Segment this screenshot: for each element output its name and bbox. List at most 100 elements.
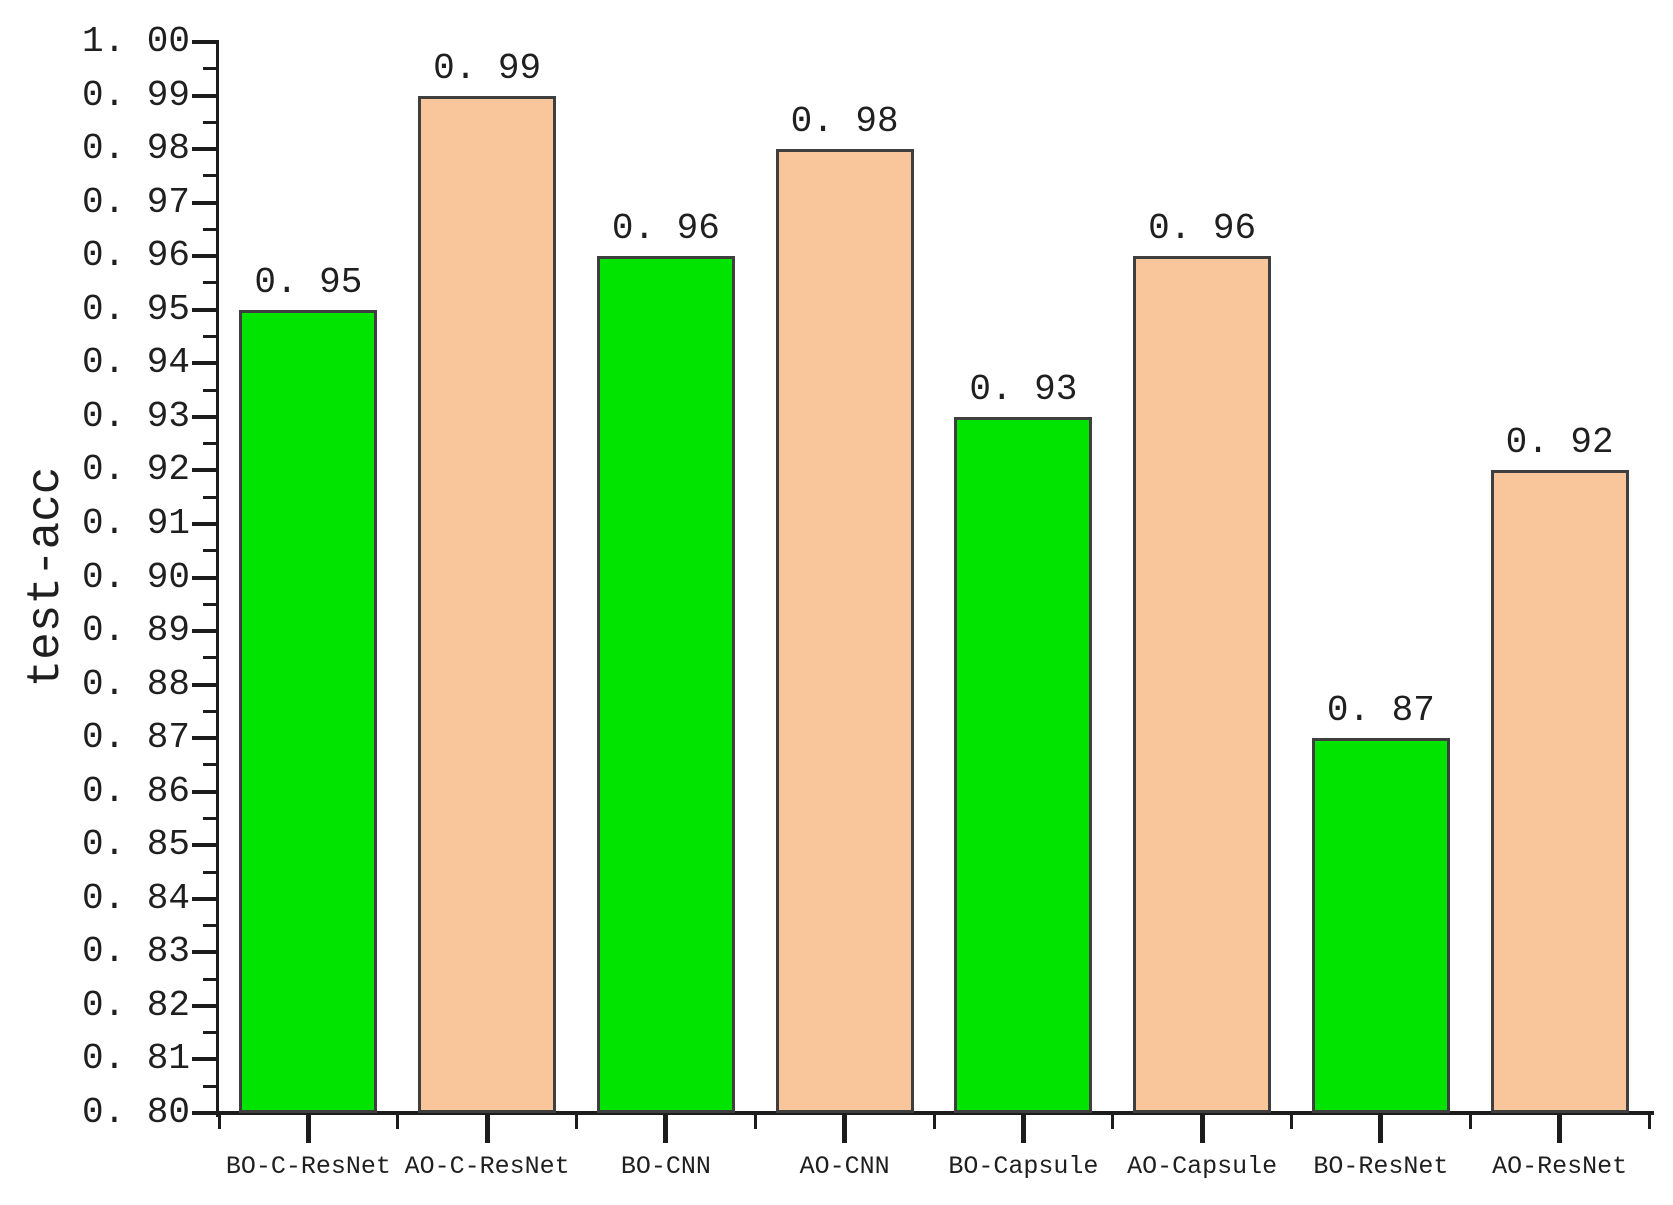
y-minor-tick bbox=[203, 388, 216, 392]
y-tick-label: 0. 82 bbox=[81, 984, 190, 1026]
y-axis-line bbox=[216, 40, 219, 1117]
y-tick-label: 0. 93 bbox=[81, 395, 190, 437]
y-minor-tick bbox=[203, 335, 216, 339]
y-tick-label: 0. 85 bbox=[81, 824, 190, 866]
x-major-tick bbox=[305, 1115, 311, 1143]
y-minor-tick bbox=[203, 227, 216, 231]
y-minor-tick bbox=[203, 870, 216, 874]
y-tick-label: 0. 84 bbox=[81, 877, 190, 919]
y-tick-label: 0. 87 bbox=[81, 717, 190, 759]
y-tick-label: 0. 96 bbox=[81, 235, 190, 277]
y-major-tick bbox=[192, 1057, 216, 1062]
y-tick-label: 0. 88 bbox=[81, 663, 190, 705]
x-category-label: AO-Capsule bbox=[1127, 1152, 1278, 1181]
y-tick-label: 0. 86 bbox=[81, 770, 190, 812]
y-major-tick bbox=[192, 736, 216, 741]
bar bbox=[1490, 470, 1629, 1113]
y-major-tick bbox=[192, 93, 216, 98]
y-minor-tick bbox=[203, 120, 216, 124]
y-major-tick bbox=[192, 200, 216, 205]
x-major-tick bbox=[1378, 1115, 1384, 1143]
x-boundary-tick bbox=[932, 1115, 936, 1129]
y-major-tick bbox=[192, 629, 216, 634]
x-major-tick bbox=[842, 1115, 848, 1143]
y-major-tick bbox=[192, 789, 216, 794]
x-category-label: BO-C-ResNet bbox=[225, 1152, 391, 1181]
y-major-tick bbox=[192, 361, 216, 366]
y-major-tick bbox=[192, 1111, 216, 1115]
bar bbox=[954, 416, 1093, 1113]
y-minor-tick bbox=[203, 442, 216, 446]
y-major-tick bbox=[192, 843, 216, 848]
x-boundary-tick bbox=[1468, 1115, 1472, 1129]
y-major-tick bbox=[192, 147, 216, 152]
y-minor-tick bbox=[203, 1084, 216, 1088]
bar bbox=[596, 256, 735, 1113]
y-minor-tick bbox=[203, 977, 216, 981]
x-major-tick bbox=[1557, 1115, 1563, 1143]
bar bbox=[239, 309, 378, 1113]
x-category-label: AO-ResNet bbox=[1492, 1152, 1628, 1181]
x-category-label: AO-CNN bbox=[799, 1152, 890, 1181]
bar-value-label: 0. 95 bbox=[254, 261, 363, 303]
x-axis-line bbox=[216, 1111, 1654, 1115]
y-minor-tick bbox=[203, 602, 216, 606]
y-minor-tick bbox=[203, 924, 216, 928]
x-boundary-tick bbox=[217, 1115, 221, 1129]
y-minor-tick bbox=[203, 763, 216, 767]
y-tick-label: 0. 80 bbox=[81, 1092, 190, 1133]
bar bbox=[1133, 256, 1272, 1113]
y-major-tick bbox=[192, 254, 216, 259]
y-tick-label: 0. 99 bbox=[81, 74, 190, 116]
x-boundary-tick bbox=[1647, 1115, 1651, 1129]
y-tick-label: 0. 89 bbox=[81, 610, 190, 652]
y-tick-label: 0. 95 bbox=[81, 288, 190, 330]
y-minor-tick bbox=[203, 656, 216, 660]
bar-value-label: 0. 87 bbox=[1326, 690, 1435, 732]
x-major-tick bbox=[1199, 1115, 1205, 1143]
bar-value-label: 0. 98 bbox=[790, 101, 899, 143]
bar-value-label: 0. 96 bbox=[1148, 208, 1257, 250]
y-major-tick bbox=[192, 414, 216, 419]
y-tick-label: 0. 81 bbox=[81, 1038, 190, 1080]
y-tick-label: 0. 91 bbox=[81, 502, 190, 544]
x-major-tick bbox=[484, 1115, 490, 1143]
y-minor-tick bbox=[203, 495, 216, 499]
x-boundary-tick bbox=[753, 1115, 757, 1129]
x-boundary-tick bbox=[1290, 1115, 1293, 1129]
y-tick-label: 0. 83 bbox=[81, 931, 190, 973]
y-tick-label: 0. 92 bbox=[81, 449, 190, 491]
x-boundary-tick bbox=[575, 1115, 578, 1129]
y-minor-tick bbox=[203, 174, 216, 178]
x-boundary-tick bbox=[1111, 1115, 1115, 1129]
y-tick-label: 0. 94 bbox=[81, 342, 190, 384]
y-major-tick bbox=[192, 307, 216, 312]
bar-value-label: 0. 93 bbox=[969, 368, 1078, 410]
y-major-tick bbox=[192, 521, 216, 526]
bar-value-label: 0. 92 bbox=[1505, 422, 1614, 464]
y-major-tick bbox=[192, 1003, 216, 1008]
bar-value-label: 0. 99 bbox=[433, 47, 542, 89]
x-boundary-tick bbox=[396, 1115, 400, 1129]
y-major-tick bbox=[192, 40, 216, 44]
y-tick-label: 1. 00 bbox=[81, 21, 190, 62]
y-tick-label: 0. 97 bbox=[81, 181, 190, 223]
y-minor-tick bbox=[203, 281, 216, 285]
y-minor-tick bbox=[203, 1031, 216, 1035]
x-category-label: BO-ResNet bbox=[1313, 1152, 1449, 1181]
bar-value-label: 0. 96 bbox=[611, 208, 720, 250]
bar bbox=[418, 95, 557, 1113]
bar bbox=[775, 149, 914, 1113]
y-major-tick bbox=[192, 950, 216, 955]
y-major-tick bbox=[192, 575, 216, 580]
x-category-label: BO-CNN bbox=[620, 1152, 711, 1181]
bar bbox=[1311, 738, 1450, 1113]
y-minor-tick bbox=[203, 709, 216, 713]
y-minor-tick bbox=[203, 816, 216, 820]
y-tick-label: 0. 90 bbox=[81, 556, 190, 598]
x-major-tick bbox=[663, 1115, 669, 1143]
y-major-tick bbox=[192, 896, 216, 901]
y-major-tick bbox=[192, 682, 216, 687]
